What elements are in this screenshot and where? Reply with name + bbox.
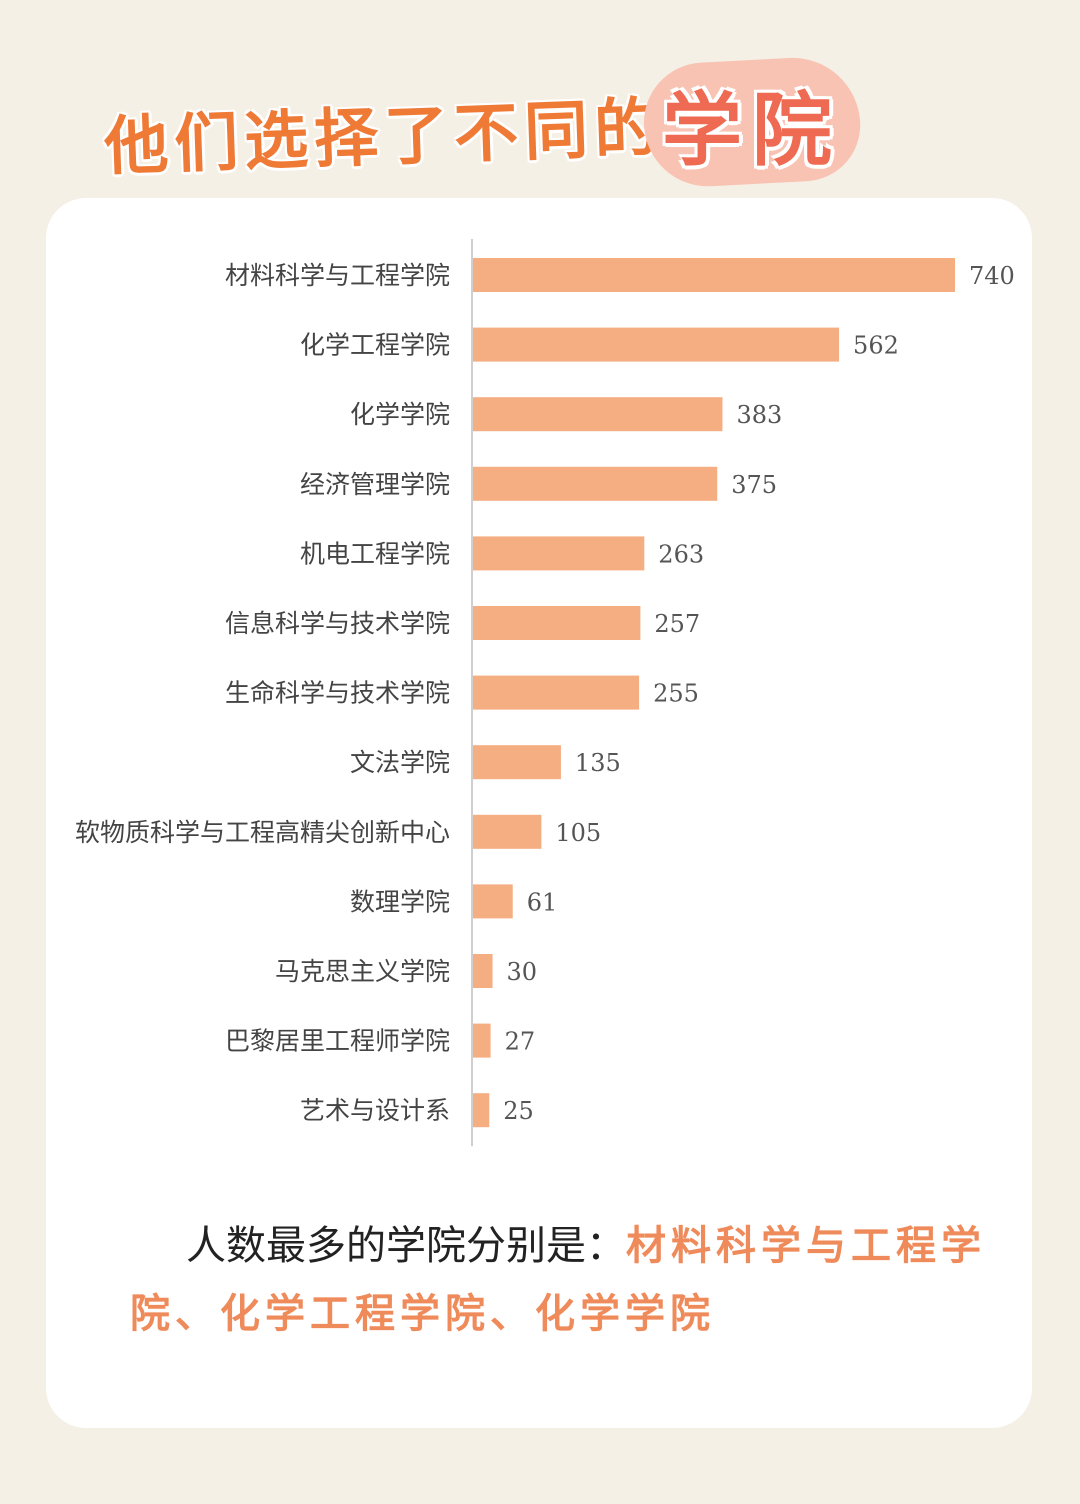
value-label: 562 xyxy=(853,332,899,360)
category-label: 软物质科学与工程高精尖创新中心 xyxy=(75,818,450,847)
bar xyxy=(473,884,513,919)
page-title-highlight: 学院 xyxy=(662,84,842,177)
value-label: 61 xyxy=(527,888,558,916)
category-label: 巴黎居里工程师学院 xyxy=(225,1027,450,1056)
bar xyxy=(473,745,561,780)
category-label: 马克思主义学院 xyxy=(275,957,450,986)
category-label: 机电工程学院 xyxy=(300,539,450,568)
category-label: 信息科学与技术学院 xyxy=(225,609,450,638)
bar xyxy=(473,536,645,571)
bar xyxy=(473,1093,490,1128)
value-label: 255 xyxy=(653,680,699,708)
value-label: 25 xyxy=(503,1097,534,1125)
bar xyxy=(473,954,493,988)
bar xyxy=(473,466,718,501)
summary-intro: 人数最多的学院分别是： xyxy=(186,1223,626,1269)
bar xyxy=(473,606,641,640)
chart-card: 材料科学与工程学院 740 化学工程学院 562 化学学院 383 经济管理学院 375 机电工… xyxy=(46,198,1032,1428)
bar xyxy=(473,327,840,362)
value-label: 30 xyxy=(507,958,538,986)
bar xyxy=(473,397,723,432)
bar xyxy=(473,675,640,710)
value-label: 135 xyxy=(575,749,621,777)
category-label: 文法学院 xyxy=(350,748,450,777)
bar xyxy=(473,814,542,849)
title-row: 他们选择了不同的 学院 xyxy=(0,54,1080,200)
value-label: 257 xyxy=(654,610,700,638)
value-label: 105 xyxy=(555,819,601,847)
category-label: 化学学院 xyxy=(350,400,450,429)
bar xyxy=(473,258,955,292)
value-label: 383 xyxy=(736,401,782,429)
value-label: 263 xyxy=(658,540,704,568)
category-label: 材料科学与工程学院 xyxy=(225,261,450,290)
category-label: 数理学院 xyxy=(350,887,450,916)
bar-chart: 材料科学与工程学院 740 化学工程学院 562 化学学院 383 经济管理学院 375 机电工… xyxy=(75,239,1015,1147)
value-label: 740 xyxy=(969,262,1015,290)
category-label: 化学工程学院 xyxy=(300,331,450,360)
summary-text: 人数最多的学院分别是：材料科学与工程学院、化学工程学院、化学学院 xyxy=(130,1212,990,1348)
category-label: 生命科学与技术学院 xyxy=(225,679,450,708)
page-title: 他们选择了不同的 xyxy=(103,91,666,185)
value-label: 375 xyxy=(731,471,777,499)
summary-highlight: 材料科学与工程学院、化学工程学院、化学学院 xyxy=(130,1223,986,1337)
value-label: 27 xyxy=(505,1028,536,1056)
bar xyxy=(473,1023,491,1058)
category-label: 艺术与设计系 xyxy=(300,1096,450,1125)
category-label: 经济管理学院 xyxy=(300,470,450,499)
